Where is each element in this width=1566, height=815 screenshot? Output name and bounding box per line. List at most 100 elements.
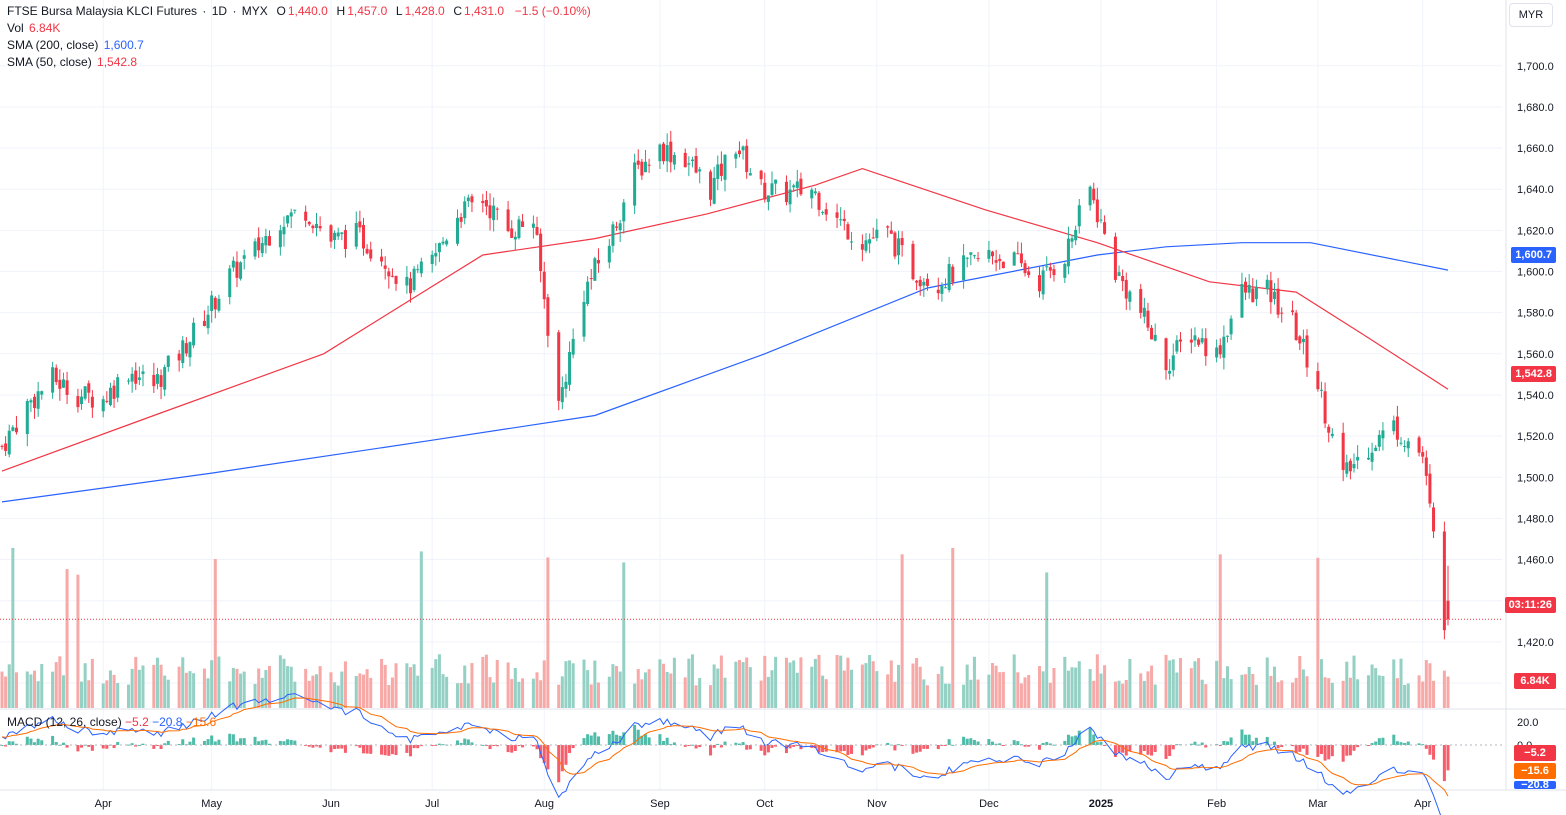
candle-body xyxy=(369,249,373,259)
macd-legend[interactable]: MACD (12, 26, close) −5.2 −20.8 −15.6 xyxy=(7,715,216,729)
macd-histogram-bar xyxy=(1370,743,1374,745)
volume-bar xyxy=(560,676,564,708)
volume-bar xyxy=(1356,679,1360,708)
candle-body xyxy=(1146,310,1150,328)
candle-body xyxy=(535,227,539,235)
macd-histogram-bar xyxy=(1305,745,1309,755)
macd-histogram-bar xyxy=(1247,734,1251,745)
macd-histogram-bar xyxy=(1424,745,1428,749)
symbol-name[interactable]: FTSE Bursa Malaysia KLCI Futures xyxy=(7,4,198,18)
macd-histogram-bar xyxy=(14,743,18,745)
volume-bar xyxy=(184,672,188,708)
volume-bar xyxy=(1074,667,1078,708)
candle-body xyxy=(947,264,951,291)
candle-body xyxy=(0,445,4,447)
volume-bar xyxy=(387,685,391,708)
volume-bar xyxy=(210,660,214,708)
macd-histogram-bar xyxy=(900,745,904,746)
macd-histogram-bar xyxy=(390,745,394,755)
candle-body xyxy=(408,278,413,294)
candle-body xyxy=(1291,310,1295,313)
volume-bar xyxy=(889,660,893,708)
candle-body xyxy=(792,185,796,188)
volume-bar xyxy=(672,657,676,708)
macd-histogram-bar xyxy=(922,745,926,749)
macd-histogram-bar xyxy=(586,734,590,745)
macd-histogram-bar xyxy=(336,745,340,749)
price-tick-label: 1,420.0 xyxy=(1517,637,1554,649)
volume-bar xyxy=(1066,670,1070,708)
candle-body xyxy=(1218,345,1222,355)
candle-body xyxy=(539,233,543,272)
volume-bar xyxy=(962,684,966,708)
volume-bar xyxy=(1048,682,1052,708)
macd-histogram-bar xyxy=(137,744,141,746)
currency-button[interactable]: MYR xyxy=(1509,3,1553,27)
candle-body xyxy=(972,255,976,257)
macd-hist-tag: −5.2 xyxy=(1514,745,1556,761)
volume-bar xyxy=(990,663,995,708)
volume-bar xyxy=(510,679,514,708)
candle-body xyxy=(80,396,84,405)
volume-bar xyxy=(1319,659,1323,708)
volume-bar xyxy=(239,673,243,708)
volume-bar xyxy=(1164,654,1168,708)
volume-bar xyxy=(177,666,181,708)
time-tick-label: Nov xyxy=(867,798,887,810)
candle-body xyxy=(622,202,626,222)
macd-histogram-bar xyxy=(759,745,763,751)
candle-body xyxy=(1225,335,1229,337)
volume-bar xyxy=(846,657,850,708)
candle-body xyxy=(304,211,308,221)
volume-bar xyxy=(745,657,749,708)
candle-body xyxy=(582,301,586,337)
candle-body xyxy=(817,192,821,210)
candle-body xyxy=(1215,347,1219,358)
volume-bar xyxy=(1403,684,1407,708)
macd-histogram-bar xyxy=(492,745,496,746)
candle-body xyxy=(1305,335,1309,368)
candle-body xyxy=(936,289,940,294)
volume-bar xyxy=(1200,679,1204,708)
sma50-legend[interactable]: SMA (50, close) 1,542.8 xyxy=(7,54,139,71)
macd-histogram-bar xyxy=(611,730,615,745)
volume-bar xyxy=(405,663,409,708)
candle-body xyxy=(260,243,264,254)
candle-body xyxy=(1092,188,1096,201)
sma200-legend[interactable]: SMA (200, close) 1,600.7 xyxy=(7,37,146,54)
macd-histogram-bar xyxy=(1092,734,1096,745)
volume-bar xyxy=(80,681,84,708)
volume-bar xyxy=(669,673,673,708)
interval[interactable]: 1D xyxy=(211,4,228,18)
macd-hist-value: −5.2 xyxy=(125,715,149,729)
volume-bar xyxy=(1092,680,1096,708)
macd-histogram-bar xyxy=(1200,742,1204,745)
volume-bar xyxy=(1171,659,1175,708)
candle-body xyxy=(1399,442,1403,444)
candle-body xyxy=(922,281,926,286)
candle-body xyxy=(1027,271,1031,276)
volume-bar xyxy=(925,685,929,708)
vol-value: 6.84K xyxy=(29,21,61,35)
candle-body xyxy=(1301,338,1305,343)
price-tick-label: 1,460.0 xyxy=(1517,555,1554,567)
volume-bar xyxy=(774,656,778,708)
macd-histogram-bar xyxy=(987,739,991,745)
candle-body xyxy=(842,218,846,221)
volume-bar xyxy=(1298,656,1302,708)
volume-legend[interactable]: Vol 6.84K xyxy=(7,20,62,37)
candle-body xyxy=(665,145,669,162)
macd-histogram-bar xyxy=(231,734,235,745)
candle-body xyxy=(698,169,702,172)
candle-body xyxy=(231,260,235,268)
macd-histogram-bar xyxy=(1121,745,1125,753)
volume-bar xyxy=(282,658,286,708)
price-tick-label: 1,600.0 xyxy=(1517,267,1554,279)
volume-bar xyxy=(618,671,622,708)
candle-body xyxy=(1294,312,1298,340)
candle-body xyxy=(437,243,441,253)
candle-body xyxy=(1070,238,1074,242)
macd-histogram-bar xyxy=(1352,745,1356,751)
